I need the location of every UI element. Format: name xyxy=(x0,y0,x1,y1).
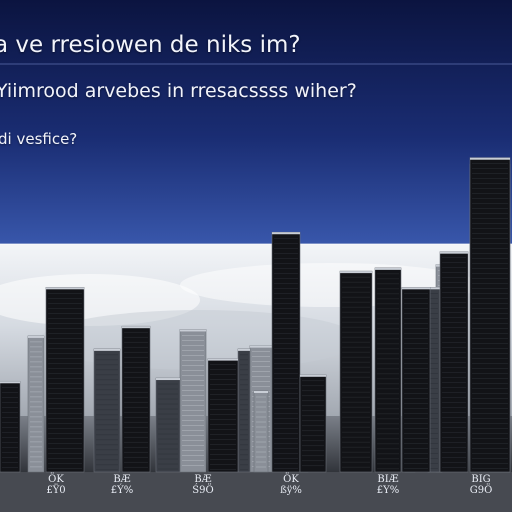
bar xyxy=(207,358,239,473)
bar xyxy=(27,335,45,473)
bar xyxy=(299,374,327,473)
bar xyxy=(439,251,469,473)
chart-subtitle: Yiimrood arvebes in rresacssss wiher? xyxy=(0,80,357,102)
bar xyxy=(93,348,121,473)
bar xyxy=(469,157,511,473)
bar xyxy=(271,231,301,473)
x-axis-tick-labels: ÖK £Ÿ0 BÆ £Ý% BÆ Ś9Ö ÖK ßÿ% BIÆ £Y% BIG G9Ö xyxy=(0,474,512,512)
x-tick-label: BIÆ £Y% xyxy=(376,474,400,496)
chart-note: di vesfice? xyxy=(0,130,78,148)
x-tick-label: BÆ Ś9Ö xyxy=(192,474,214,496)
x-tick-label: BÆ £Ý% xyxy=(110,474,134,496)
bar xyxy=(339,270,373,473)
bar xyxy=(179,329,207,473)
chart-title: a ve rresiowen de niks im? xyxy=(0,32,301,58)
x-tick-label: BIG G9Ö xyxy=(469,474,493,496)
bar xyxy=(401,287,431,473)
bar xyxy=(0,380,21,473)
bar xyxy=(121,325,151,473)
bar xyxy=(253,390,269,473)
x-tick-label: ÖK £Ÿ0 xyxy=(46,474,66,496)
bar xyxy=(155,377,181,473)
bar xyxy=(374,267,402,473)
bar xyxy=(427,287,441,473)
bar xyxy=(45,287,85,473)
bar xyxy=(237,348,251,473)
x-tick-label: ÖK ßÿ% xyxy=(280,474,302,496)
